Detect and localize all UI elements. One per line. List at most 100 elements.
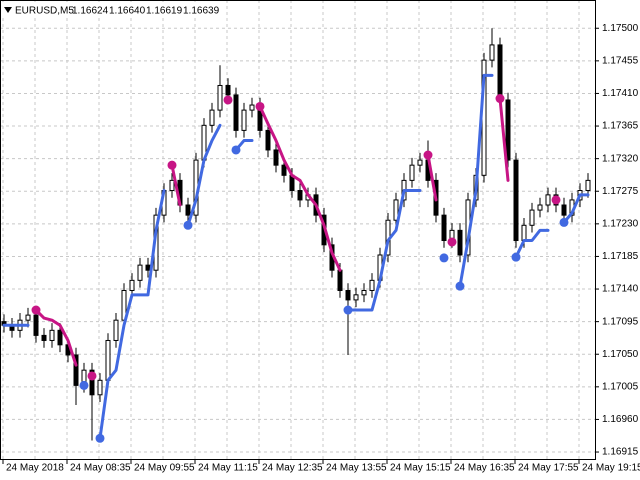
y-tick-label: 1.17095 (602, 316, 639, 327)
indicator-dot (231, 145, 241, 155)
indicator-line (458, 73, 494, 288)
candle-body (345, 289, 351, 301)
indicator-dot (551, 195, 561, 205)
x-tick-label: 24 May 15:15 (390, 463, 451, 474)
indicator-dot (343, 305, 353, 315)
indicator-dot (255, 101, 265, 111)
candle-body (361, 289, 367, 296)
candle-body (41, 334, 47, 341)
candle-body (513, 159, 519, 242)
candle-body (369, 279, 375, 291)
candle-body (137, 264, 143, 281)
grid (0, 0, 596, 460)
indicator-line (346, 189, 422, 312)
indicator-line (498, 97, 510, 182)
candle-body (529, 209, 535, 226)
candle-body (233, 94, 239, 131)
indicator-dot (183, 220, 193, 230)
indicator-line (426, 153, 438, 202)
candle-body (585, 179, 591, 192)
x-tick-label: 24 May 2018 (6, 463, 64, 474)
symbol-title: EURUSD,M5 (15, 6, 74, 17)
candle-body (185, 204, 191, 216)
y-tick-label: 1.17230 (602, 218, 639, 229)
menu-triangle[interactable] (4, 7, 12, 13)
candle-body (337, 269, 343, 291)
candle-body (49, 329, 55, 341)
y-tick-label: 1.17410 (602, 88, 639, 99)
axes: 1.16915 1.16960 1.17005 1.17050 1.17095 1.171… (2, 23, 640, 474)
y-tick-label: 1.17365 (602, 121, 639, 132)
indicator-line (170, 163, 182, 207)
candle-body (97, 379, 103, 396)
y-tick-label: 1.17455 (602, 55, 639, 66)
indicator-dot (495, 94, 505, 104)
candle-body (25, 314, 31, 321)
candle-body (89, 369, 95, 396)
y-tick-label: 1.16915 (602, 447, 639, 458)
y-tick-label: 1.16960 (602, 414, 639, 425)
plot-frame (0, 0, 596, 460)
y-tick-label: 1.17005 (602, 381, 639, 392)
y-tick-label: 1.17275 (602, 186, 639, 197)
x-tick-label: 24 May 16:35 (454, 463, 515, 474)
candle-body (545, 194, 551, 206)
indicator-dot (79, 380, 89, 390)
candle-body (265, 129, 271, 151)
candle-body (241, 109, 247, 131)
quote-high: 1.16640 (109, 6, 146, 17)
y-tick-label: 1.17050 (602, 349, 639, 360)
indicator-dot (223, 95, 233, 105)
header-bg (2, 2, 220, 18)
candle-body (537, 204, 543, 211)
candle-body (169, 179, 175, 192)
indicator-dot (439, 253, 449, 263)
y-tick-label: 1.17140 (602, 284, 639, 295)
candle-body (561, 204, 567, 216)
indicator-dot (455, 281, 465, 291)
candle-body (353, 294, 359, 301)
candle-body (33, 314, 39, 336)
x-tick-label: 24 May 09:55 (134, 463, 195, 474)
indicator-dot (167, 160, 177, 170)
candle-body (217, 84, 223, 111)
x-tick-label: 24 May 13:55 (326, 463, 387, 474)
candle-body (249, 104, 255, 111)
candle-body (209, 109, 215, 126)
indicator-dot (447, 237, 457, 247)
x-tick-label: 24 May 11:15 (198, 463, 258, 474)
y-tick-label: 1.17185 (602, 251, 639, 262)
indicator-line (258, 104, 342, 272)
candle-body (409, 164, 415, 181)
candle-body (393, 199, 399, 221)
candle-body (225, 84, 231, 96)
candle-body (145, 264, 151, 271)
plot (1, 28, 591, 443)
candle-body (297, 190, 303, 201)
quote-close: 1.16639 (183, 6, 220, 17)
y-tick-label: 1.17500 (602, 23, 639, 34)
x-tick-label: 24 May 17:55 (518, 463, 579, 474)
candle-body (441, 214, 447, 242)
x-tick-label: 24 May 08:35 (70, 463, 131, 474)
candle-body (497, 44, 503, 101)
indicator-dot (87, 371, 97, 381)
indicator-dot (423, 150, 433, 160)
candle-body (457, 229, 463, 256)
candle-body (73, 354, 79, 386)
candle-body (521, 224, 527, 242)
indicator-line (34, 308, 78, 367)
quote-low: 1.16619 (146, 6, 183, 17)
candle-body (281, 164, 287, 176)
indicator-line (514, 228, 550, 259)
candle-body (273, 149, 279, 166)
indicator-dot (511, 252, 521, 262)
candle-body (417, 159, 423, 166)
indicator-dot (95, 433, 105, 443)
indicator-line (98, 189, 166, 440)
indicator-line (562, 193, 590, 224)
candle-body (505, 99, 511, 161)
x-tick-label: 24 May 12:35 (262, 463, 323, 474)
candle-body (57, 329, 63, 346)
